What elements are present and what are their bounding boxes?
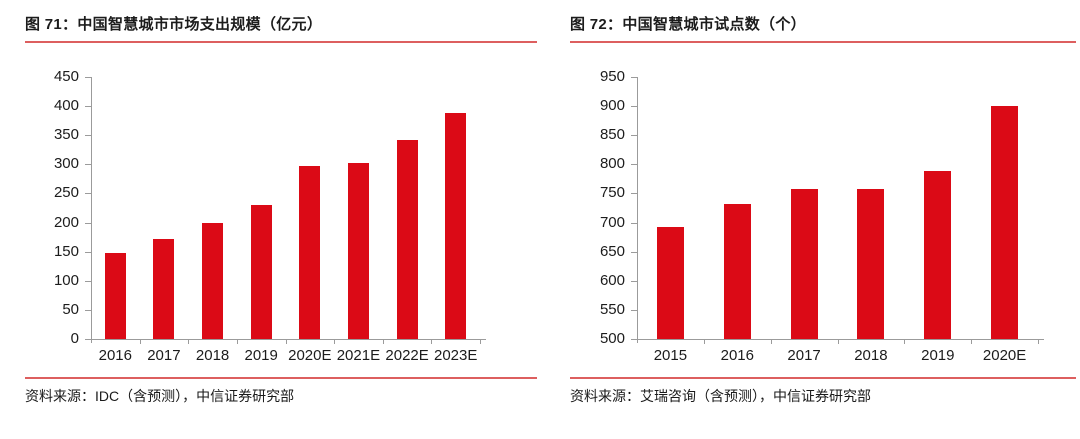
y-axis-tick — [85, 309, 91, 311]
bar-2018 — [202, 222, 224, 339]
y-axis-tick — [631, 106, 637, 108]
bar-2022E — [396, 139, 418, 339]
y-axis-line — [91, 77, 92, 343]
x-axis-label: 2019 — [244, 347, 278, 364]
y-axis-tick — [631, 77, 637, 78]
chart-panel-pilot-count: 图 72：中国智慧城市试点数（个） 500 550 600 650 700 750 800 8… — [570, 0, 1076, 405]
y-axis-tick — [85, 193, 91, 195]
x-axis-tick — [139, 339, 141, 344]
y-axis-tick — [85, 164, 91, 166]
y-axis-label: 400 — [53, 97, 79, 115]
x-axis-label: 2018 — [195, 347, 230, 364]
y-axis-label: 250 — [53, 184, 79, 202]
x-axis-label: 2020E — [982, 347, 1027, 364]
source-note: 资料来源：IDC（含预测），中信证券研究部 — [25, 388, 295, 404]
bar-2020E — [991, 106, 1019, 339]
y-axis-label: 600 — [599, 271, 625, 289]
y-axis-label: 900 — [599, 97, 625, 115]
bar-2017 — [790, 188, 818, 339]
source-note: 资料来源：艾瑞咨询（含预测），中信证券研究部 — [570, 388, 871, 404]
x-axis-label: 2016 — [720, 347, 754, 364]
y-axis-label: 500 — [599, 330, 625, 347]
y-axis-tick — [85, 280, 91, 282]
chart-title: 图 71：中国智慧城市市场支出规模（亿元） — [25, 16, 323, 33]
x-axis-label: 2017 — [147, 347, 181, 364]
x-axis-tick — [1038, 339, 1039, 344]
bar-2019 — [250, 205, 272, 339]
y-axis-tick — [85, 339, 91, 340]
x-axis-tick — [480, 339, 481, 344]
bar-2023E — [445, 112, 467, 339]
y-axis-tick — [631, 193, 637, 195]
chart-title: 图 72：中国智慧城市试点数（个） — [570, 16, 806, 33]
x-axis-label: 2015 — [653, 347, 688, 364]
title-divider — [570, 41, 1076, 43]
x-axis-tick — [285, 339, 287, 344]
y-axis-label: 750 — [599, 184, 625, 202]
bar-2016 — [723, 203, 751, 339]
y-axis-label: 0 — [70, 330, 79, 347]
y-axis-label: 150 — [53, 242, 79, 260]
x-axis-tick — [431, 339, 433, 344]
x-axis-tick — [904, 339, 906, 344]
y-axis-label: 200 — [53, 213, 79, 231]
y-axis-line — [637, 77, 638, 343]
y-axis-tick — [85, 251, 91, 253]
x-axis-tick — [703, 339, 705, 344]
x-axis-tick — [236, 339, 238, 344]
y-axis-tick — [85, 106, 91, 108]
x-axis-tick — [770, 339, 772, 344]
chart-panel-market-spending: 图 71：中国智慧城市市场支出规模（亿元） 0 50 100 150 200 250 300… — [25, 0, 537, 405]
y-axis-label: 50 — [62, 300, 79, 318]
y-axis-label: 650 — [599, 242, 625, 260]
y-axis-label: 800 — [599, 155, 625, 173]
bar-2019 — [924, 171, 952, 339]
y-axis-label: 350 — [53, 126, 79, 144]
bar-chart-market-spending: 0 50 100 150 200 250 300 350 400 450 2016 2017 2018 2… — [25, 43, 537, 377]
x-axis-tick — [334, 339, 336, 344]
y-axis-label: 450 — [53, 68, 79, 85]
x-axis-label: 2019 — [921, 347, 955, 364]
bar-2017 — [153, 238, 175, 339]
x-axis-label: 2021E — [336, 347, 381, 364]
bar-2018 — [857, 188, 885, 339]
y-axis-label: 100 — [53, 271, 79, 289]
y-axis-label: 300 — [53, 155, 79, 173]
bar-2020E — [299, 165, 321, 339]
y-axis-label: 700 — [599, 213, 625, 231]
x-axis-label: 2020E — [288, 347, 332, 364]
x-axis-tick — [837, 339, 839, 344]
y-axis-tick — [631, 222, 637, 224]
x-axis-tick — [971, 339, 973, 344]
y-axis-label: 850 — [599, 126, 625, 144]
y-axis-label: 550 — [599, 300, 625, 318]
x-axis-tick — [382, 339, 384, 344]
x-axis-label: 2018 — [854, 347, 888, 364]
title-divider — [25, 41, 537, 43]
bar-2016 — [104, 253, 126, 339]
y-axis-tick — [631, 339, 637, 340]
x-axis-label: 2022E — [385, 347, 429, 364]
y-axis-tick — [631, 280, 637, 282]
x-axis-tick — [188, 339, 190, 344]
source-divider — [570, 377, 1076, 379]
y-axis-tick — [631, 135, 637, 137]
y-axis-tick — [631, 164, 637, 166]
y-axis-tick — [85, 222, 91, 224]
y-axis-tick — [631, 309, 637, 311]
y-axis-tick — [85, 135, 91, 137]
bar-chart-pilot-count: 500 550 600 650 700 750 800 850 900 950 2015 2016 20… — [570, 43, 1076, 377]
bar-2021E — [347, 163, 369, 339]
y-axis-tick — [85, 77, 91, 78]
x-axis-label: 2017 — [787, 347, 821, 364]
bar-2015 — [656, 226, 684, 339]
x-axis-label: 2023E — [434, 347, 478, 364]
y-axis-tick — [631, 251, 637, 253]
source-divider — [25, 377, 537, 379]
x-axis-label: 2016 — [98, 347, 132, 364]
y-axis-label: 950 — [599, 68, 625, 85]
